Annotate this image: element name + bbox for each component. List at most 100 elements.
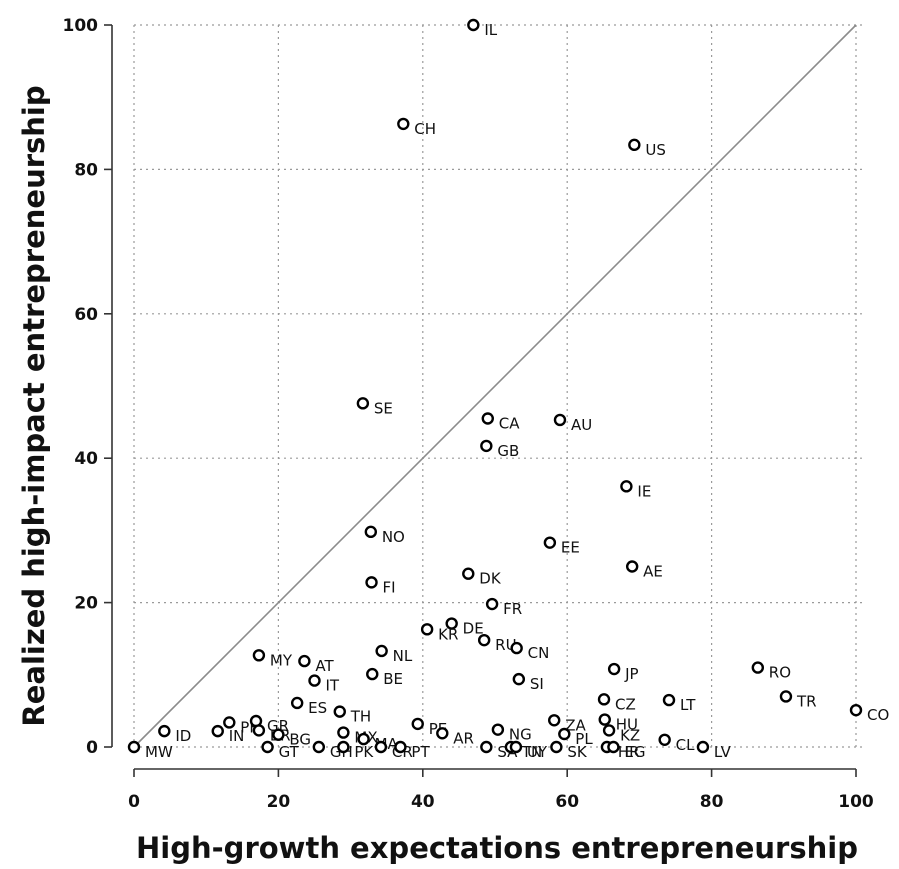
x-tick-label: 80 [700, 792, 724, 812]
point-fr [485, 597, 499, 611]
point-gh [312, 740, 326, 754]
point-mw [127, 740, 141, 754]
point-label-tn: TN [521, 743, 542, 761]
point-label-il: IL [484, 21, 497, 39]
x-tick-label: 40 [411, 792, 435, 812]
point-eg [607, 740, 620, 754]
point-label-gt: GT [279, 743, 300, 761]
point-label-dk: DK [479, 570, 502, 588]
point-label-pl: PL [575, 730, 593, 748]
point-pt [394, 740, 407, 754]
point-label-mw: MW [145, 743, 173, 761]
reference-line-45deg [133, 24, 857, 748]
point-label-za: ZA [565, 716, 586, 734]
point-label-gb: GB [497, 442, 519, 460]
point-label-ch: CH [414, 120, 436, 138]
point-cn [510, 641, 523, 655]
point-label-cn: CN [528, 644, 550, 662]
point-label-de: DE [463, 620, 484, 638]
point-label-ca: CA [499, 414, 520, 432]
point-cz [597, 693, 611, 706]
x-tick-label: 0 [128, 792, 140, 812]
point-label-it: IT [326, 677, 340, 695]
point-label-sk: SK [567, 743, 588, 761]
point-label-pt: PT [411, 743, 430, 761]
y-tick-label: 80 [74, 160, 98, 180]
point-label-th: TH [350, 708, 371, 726]
point-bg [272, 728, 285, 741]
point-label-uy: UY [527, 743, 548, 761]
point-label-lv: LV [714, 743, 732, 761]
point-ch [397, 117, 410, 131]
point-pe [411, 717, 424, 731]
point-label-cl: CL [676, 736, 695, 754]
point-label-cz: CZ [615, 695, 636, 713]
point-us [628, 138, 641, 152]
point-label-ie: IE [637, 482, 651, 500]
y-tick-label: 100 [63, 16, 99, 36]
point-se [356, 397, 370, 410]
point-hu [598, 713, 611, 726]
y-tick-label: 20 [74, 594, 98, 614]
point-ar [436, 727, 449, 740]
y-tick-label: 60 [74, 305, 98, 325]
point-cl [658, 733, 671, 746]
x-tick-label: 100 [838, 792, 874, 812]
point-lv [696, 740, 710, 754]
point-label-se: SE [374, 399, 393, 417]
point-pl [558, 727, 571, 741]
point-ph [223, 716, 236, 729]
point-pk [337, 740, 350, 754]
point-label-ng: NG [509, 726, 532, 744]
point-no [364, 525, 378, 539]
point-il [467, 18, 480, 32]
point-sk [550, 740, 563, 754]
point-co [849, 703, 863, 717]
point-fi [365, 576, 378, 589]
point-de [445, 617, 458, 630]
point-cr [374, 740, 388, 754]
point-label-id: ID [175, 727, 191, 745]
axes: 0 20 40 60 80 100 0 20 40 60 80 100 [63, 16, 874, 812]
point-label-hr: HR [618, 743, 640, 761]
point-label-ee: EE [561, 539, 580, 557]
point-ie [620, 480, 633, 493]
point-label-hu: HU [616, 716, 638, 734]
point-label-ae: AE [643, 563, 663, 581]
point-au [553, 413, 567, 427]
point-mx [337, 726, 350, 739]
point-id [158, 724, 171, 738]
point-br [252, 724, 266, 737]
point-label-ro: RO [769, 664, 791, 682]
point-ru [477, 633, 491, 647]
point-label-tr: TR [796, 692, 817, 710]
point-ee [543, 536, 557, 549]
point-za [548, 714, 561, 727]
point-es [290, 696, 304, 710]
point-ro [751, 661, 765, 674]
point-label-jp: JP [624, 665, 638, 683]
point-ng [491, 723, 505, 736]
point-label-bg: BG [289, 731, 311, 749]
point-uy [509, 740, 523, 754]
point-label-gr: GR [267, 717, 289, 735]
y-tick-label: 40 [74, 449, 98, 469]
point-label-pk: PK [354, 743, 374, 761]
point-label-be: BE [383, 670, 403, 688]
point-label-kz: KZ [620, 726, 640, 744]
point-gt [261, 740, 274, 754]
point-ma [357, 732, 370, 746]
point-label-kr: KR [438, 625, 458, 643]
x-tick-label: 60 [555, 792, 579, 812]
point-tr [779, 690, 793, 703]
point-lt [662, 693, 676, 707]
point-dk [462, 567, 475, 580]
point-kr [420, 623, 434, 636]
point-be [366, 667, 379, 681]
point-label-es: ES [308, 699, 327, 717]
point-ca [481, 412, 494, 425]
point-label-eg: EG [624, 743, 645, 761]
point-it [308, 674, 321, 687]
